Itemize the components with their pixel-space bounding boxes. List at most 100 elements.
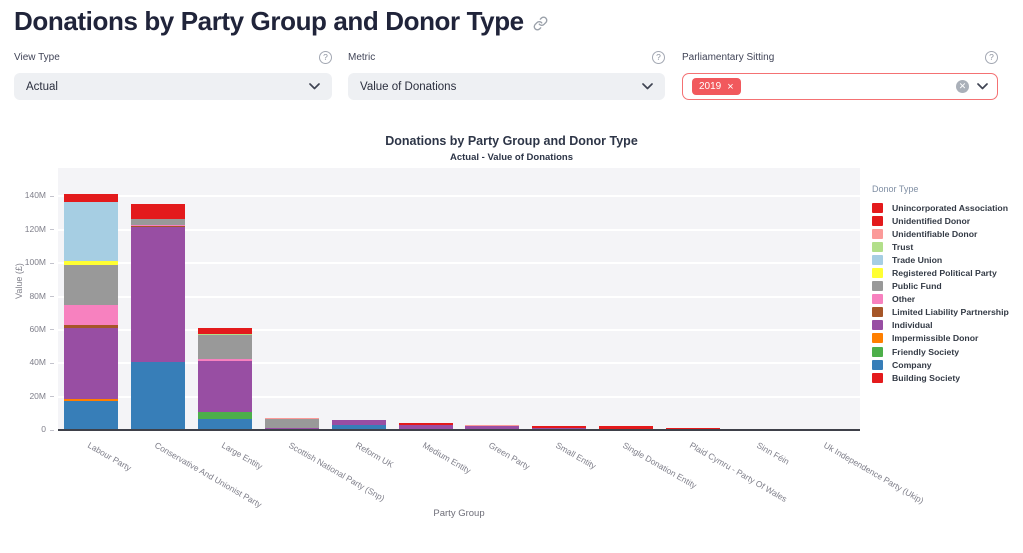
bar-segment-other[interactable] bbox=[198, 359, 253, 361]
filter-label-row: View Type ? bbox=[14, 50, 332, 64]
help-icon[interactable]: ? bbox=[319, 50, 332, 64]
legend-label: Unincorporated Association bbox=[892, 202, 1009, 213]
bar-large-entity[interactable] bbox=[198, 328, 253, 430]
y-tick-label: 120M bbox=[24, 223, 46, 234]
legend-item-building-society[interactable]: Building Society bbox=[872, 371, 1020, 384]
bar-segment-individual[interactable] bbox=[264, 427, 319, 430]
gridline bbox=[58, 228, 860, 231]
legend-item-public-fund[interactable]: Public Fund bbox=[872, 280, 1020, 293]
bar-labour-party[interactable] bbox=[64, 194, 119, 430]
bar-segment-registered-political-party[interactable] bbox=[64, 261, 119, 266]
bar-segment-public-fund[interactable] bbox=[398, 424, 453, 426]
parliamentary-sitting-label: Parliamentary Sitting bbox=[682, 51, 775, 63]
view-type-value: Actual bbox=[26, 80, 58, 93]
legend-item-company[interactable]: Company bbox=[872, 358, 1020, 371]
bar-segment-other[interactable] bbox=[64, 305, 119, 325]
legend-label: Registered Political Party bbox=[892, 268, 997, 279]
bar-segment-unidentifiable-donor[interactable] bbox=[465, 425, 520, 426]
legend-item-friendly-society[interactable]: Friendly Society bbox=[872, 345, 1020, 358]
bar-segment-company[interactable] bbox=[198, 419, 253, 430]
bar-green-party[interactable] bbox=[465, 425, 520, 430]
metric-value: Value of Donations bbox=[360, 80, 457, 93]
help-icon[interactable]: ? bbox=[652, 50, 665, 64]
legend-title: Donor Type bbox=[872, 184, 919, 194]
parliamentary-sitting-multiselect[interactable]: 2019 × ✕ bbox=[682, 73, 998, 100]
bar-segment-company[interactable] bbox=[131, 362, 186, 430]
bar-segment-individual[interactable] bbox=[331, 419, 386, 426]
legend-item-unidentifiable-donor[interactable]: Unidentifiable Donor bbox=[872, 227, 1020, 240]
bar-segment-other[interactable] bbox=[131, 224, 186, 226]
bar-segment-company[interactable] bbox=[331, 425, 386, 430]
legend-items: Unincorporated Association Unidentified D… bbox=[872, 201, 1020, 384]
legend-label: Impermissible Donor bbox=[892, 333, 979, 344]
bar-segment-unidentified-donor[interactable] bbox=[398, 423, 453, 425]
legend-label: Individual bbox=[892, 320, 933, 331]
bar-segment-individual[interactable] bbox=[198, 360, 253, 412]
legend-label: Public Fund bbox=[892, 281, 942, 292]
chip-remove-icon[interactable]: × bbox=[727, 80, 734, 93]
chip-label: 2019 bbox=[699, 81, 722, 92]
bar-segment-unidentifiable-donor[interactable] bbox=[264, 418, 319, 420]
y-tick-label: 0 bbox=[41, 424, 46, 434]
filter-parliamentary-sitting: Parliamentary Sitting ? 2019 × ✕ bbox=[682, 50, 998, 100]
legend-item-trust[interactable]: Trust bbox=[872, 240, 1020, 253]
metric-select[interactable]: Value of Donations bbox=[348, 73, 665, 100]
bar-segment-trust[interactable] bbox=[198, 333, 253, 335]
bar-conservative-and-unionist-party[interactable] bbox=[131, 203, 186, 430]
view-type-select[interactable]: Actual bbox=[14, 73, 332, 100]
clear-all-icon[interactable]: ✕ bbox=[956, 80, 969, 93]
y-tick-label: 40M bbox=[29, 357, 46, 368]
bar-segment-unidentified-donor[interactable] bbox=[599, 426, 654, 430]
page-header: Donations by Party Group and Donor Type bbox=[14, 6, 548, 37]
legend-item-impermissible-donor[interactable]: Impermissible Donor bbox=[872, 332, 1020, 345]
bar-segment-impermissible-donor[interactable] bbox=[64, 398, 119, 401]
view-type-label: View Type bbox=[14, 51, 60, 63]
legend-item-limited-liability-partnership[interactable]: Limited Liability Partnership bbox=[872, 306, 1020, 319]
bar-segment-public-fund[interactable] bbox=[64, 265, 119, 306]
legend-label: Other bbox=[892, 294, 916, 305]
legend-swatch-icon bbox=[872, 320, 883, 331]
selected-chip-2019[interactable]: 2019 × bbox=[692, 78, 741, 95]
bar-scottish-national-party-snp-[interactable] bbox=[264, 418, 319, 430]
bar-segment-individual[interactable] bbox=[398, 425, 453, 429]
bar-segment-unidentified-donor[interactable] bbox=[131, 203, 186, 219]
legend-item-other[interactable]: Other bbox=[872, 293, 1020, 306]
link-icon[interactable] bbox=[533, 16, 548, 31]
bar-segment-trade-union[interactable] bbox=[64, 201, 119, 262]
legend-item-individual[interactable]: Individual bbox=[872, 319, 1020, 332]
chart-plot[interactable] bbox=[58, 168, 860, 430]
bar-segment-unidentified-donor[interactable] bbox=[665, 427, 720, 430]
legend-swatch-icon bbox=[872, 359, 883, 370]
bar-segment-public-fund[interactable] bbox=[131, 218, 186, 225]
bar-segment-limited-liability-partnership[interactable] bbox=[131, 225, 186, 228]
bar-segment-individual[interactable] bbox=[64, 327, 119, 399]
legend-item-unincorporated-association[interactable]: Unincorporated Association bbox=[872, 201, 1020, 214]
bar-segment-company[interactable] bbox=[64, 400, 119, 430]
x-tick-label: Uk Independence Party (Ukip) bbox=[821, 440, 926, 506]
x-tick-label: Reform UK bbox=[353, 440, 396, 470]
chevron-down-icon bbox=[642, 83, 653, 90]
bar-segment-unidentified-donor[interactable] bbox=[198, 328, 253, 334]
legend-item-registered-political-party[interactable]: Registered Political Party bbox=[872, 266, 1020, 279]
legend-swatch-icon bbox=[872, 333, 883, 344]
bar-segment-public-fund[interactable] bbox=[264, 419, 319, 428]
bar-segment-unidentified-donor[interactable] bbox=[64, 194, 119, 202]
legend-item-unidentified-donor[interactable]: Unidentified Donor bbox=[872, 214, 1020, 227]
gridline bbox=[58, 395, 860, 398]
legend-item-trade-union[interactable]: Trade Union bbox=[872, 253, 1020, 266]
bar-segment-individual[interactable] bbox=[465, 425, 520, 430]
help-icon[interactable]: ? bbox=[985, 50, 998, 64]
gridline bbox=[58, 195, 860, 198]
gridline bbox=[58, 295, 860, 298]
bar-segment-limited-liability-partnership[interactable] bbox=[64, 324, 119, 328]
x-tick-label: Large Entity bbox=[220, 440, 265, 472]
bar-segment-individual[interactable] bbox=[532, 427, 587, 429]
legend-swatch-icon bbox=[872, 294, 883, 305]
bar-segment-unidentified-donor[interactable] bbox=[532, 426, 587, 428]
bar-segment-individual[interactable] bbox=[131, 227, 186, 363]
bar-reform-uk[interactable] bbox=[331, 419, 386, 430]
bar-segment-public-fund[interactable] bbox=[198, 334, 253, 360]
chevron-down-icon bbox=[977, 83, 988, 90]
bar-segment-friendly-society[interactable] bbox=[198, 411, 253, 419]
